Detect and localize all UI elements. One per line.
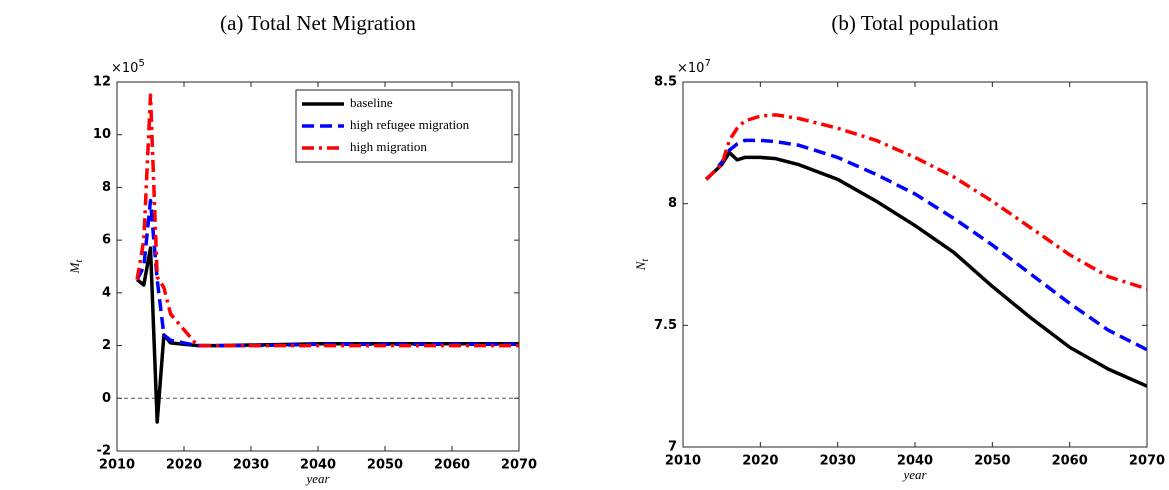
- x-tick-label: 2030: [820, 454, 856, 469]
- axes-box: [116, 81, 520, 452]
- x-tick-label: 2050: [367, 458, 403, 473]
- y-tick-label: 4: [102, 285, 111, 300]
- y-tick-label: 8: [102, 180, 111, 195]
- x-tick-label: 2060: [1052, 454, 1088, 469]
- y-tick-label: -2: [97, 444, 111, 459]
- x-tick-label: 2010: [99, 458, 135, 473]
- x-axis-label: year: [304, 471, 330, 486]
- y-tick-label: 12: [93, 75, 111, 90]
- y-axis-label: Nt: [633, 259, 651, 272]
- y-multiplier: ×105: [111, 58, 145, 76]
- y-tick-label: 8.5: [654, 75, 677, 90]
- legend-label: high migration: [350, 139, 427, 154]
- x-tick-label: 2030: [233, 458, 269, 473]
- y-tick-label: 10: [93, 127, 111, 142]
- axes-box: [682, 81, 1148, 448]
- multiplier-base: ×10: [111, 61, 138, 76]
- multiplier-base: ×10: [677, 61, 704, 76]
- legend-box: [295, 89, 513, 163]
- y-multiplier: ×107: [677, 58, 711, 76]
- multiplier-exponent: 5: [138, 58, 144, 69]
- x-axis-label: year: [901, 467, 927, 482]
- x-tick-label: 2070: [1129, 454, 1165, 469]
- chart-title: (a) Total Net Migration: [220, 11, 416, 35]
- y-tick-label: 2: [102, 338, 111, 353]
- legend-label: baseline: [350, 95, 393, 110]
- series-line: [704, 150, 1148, 388]
- series-line: [135, 93, 519, 348]
- y-tick-label: 7: [668, 440, 677, 455]
- x-tick-label: 2050: [974, 454, 1010, 469]
- series-line: [704, 113, 1148, 291]
- y-tick-label: 0: [102, 391, 111, 406]
- x-tick-label: 2020: [742, 454, 778, 469]
- multiplier-exponent: 7: [704, 58, 710, 69]
- x-tick-label: 2020: [166, 458, 202, 473]
- x-tick-label: 2070: [501, 458, 537, 473]
- y-label-main: N: [633, 260, 648, 271]
- chart-title: (b) Total population: [831, 11, 999, 35]
- y-tick-label: 7.5: [654, 318, 677, 333]
- x-tick-label: 2060: [434, 458, 470, 473]
- legend-label: high refugee migration: [350, 117, 470, 132]
- y-axis-label: Mt: [67, 259, 85, 274]
- y-tick-label: 8: [668, 196, 677, 211]
- y-tick-label: 6: [102, 233, 111, 248]
- series-line: [704, 138, 1148, 352]
- plot-area: [683, 82, 1147, 447]
- x-tick-label: 2010: [665, 454, 701, 469]
- y-label-sub: t: [74, 259, 85, 262]
- x-tick-label: 2040: [300, 458, 336, 473]
- x-tick-label: 2040: [897, 454, 933, 469]
- y-label-main: M: [67, 261, 82, 274]
- y-label-sub: t: [640, 259, 651, 262]
